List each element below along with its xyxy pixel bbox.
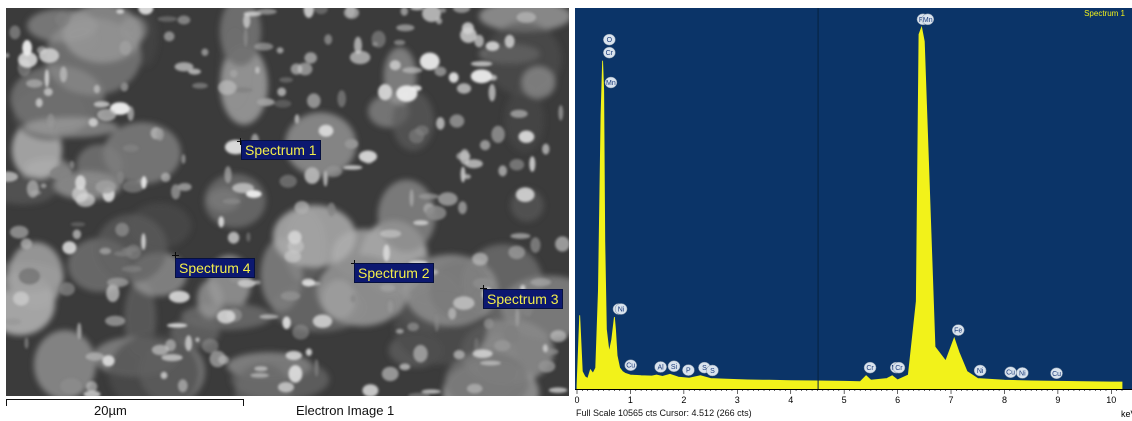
scale-bar-label: 20µm	[94, 403, 127, 418]
spectrum-2-label[interactable]: Spectrum 2	[354, 263, 434, 283]
svg-text:Ni: Ni	[1019, 370, 1026, 377]
status-footer: Full Scale 10565 cts Cursor: 4.512 (266 …	[576, 408, 752, 418]
svg-text:Cr: Cr	[866, 365, 874, 372]
spectrum-3-marker	[480, 285, 487, 292]
x-tick-label: 8	[1002, 395, 1007, 405]
svg-text:Mn: Mn	[606, 80, 616, 87]
svg-text:O: O	[607, 37, 613, 44]
electron-image[interactable]: Spectrum 1 Spectrum 2 Spectrum 3 Spectru…	[6, 8, 569, 396]
svg-text:Cu: Cu	[626, 363, 635, 370]
svg-text:Fe: Fe	[954, 328, 962, 335]
peak-label-cu: Cu	[1050, 367, 1063, 380]
svg-text:Si: Si	[671, 364, 678, 371]
svg-text:S: S	[710, 368, 715, 375]
svg-text:Cu: Cu	[1006, 370, 1015, 377]
svg-text:Mn: Mn	[923, 17, 933, 24]
peak-label-mn: Mn	[921, 13, 935, 26]
svg-text:Ni: Ni	[618, 307, 625, 314]
spectrum-series	[576, 25, 1123, 390]
svg-text:Cr: Cr	[606, 50, 614, 57]
spectrum-4-label[interactable]: Spectrum 4	[175, 258, 255, 278]
peak-label-fe: Fe	[951, 324, 965, 336]
spectrum-1-label[interactable]: Spectrum 1	[241, 140, 321, 160]
x-tick-label: 10	[1106, 395, 1116, 405]
peak-label-ni: Ni	[973, 364, 987, 377]
spectrum-name: Spectrum 1	[1084, 9, 1125, 18]
peak-label-ni: Ni	[1016, 367, 1029, 379]
peak-label-si: Si	[667, 360, 681, 373]
peak-label-ni: Ni	[614, 303, 628, 315]
scale-bar	[6, 399, 244, 406]
peak-label-s: S	[706, 364, 719, 377]
spectrum-1-marker	[237, 138, 244, 145]
peak-label-cu: Cu	[624, 359, 637, 371]
svg-text:Al: Al	[657, 364, 664, 371]
x-tick-label: 3	[735, 395, 740, 405]
peak-label-al: Al	[654, 361, 667, 373]
x-tick-label: 2	[681, 395, 686, 405]
spectrum-3-label[interactable]: Spectrum 3	[483, 289, 563, 309]
peak-label-cr: Cr	[603, 46, 616, 59]
peak-label-cu: Cu	[1004, 366, 1017, 378]
image-title: Electron Image 1	[296, 403, 395, 418]
svg-text:S: S	[702, 365, 707, 372]
peak-label-cr: Cr	[892, 361, 906, 374]
x-tick-label: 1	[628, 395, 633, 405]
svg-text:P: P	[686, 368, 691, 375]
svg-text:Cr: Cr	[895, 365, 903, 372]
plot-background	[575, 8, 1132, 389]
x-tick-label: 7	[949, 395, 954, 405]
peak-label-p: P	[682, 364, 695, 376]
peak-label-mn: Mn	[604, 76, 618, 89]
spectrum-4-marker	[172, 252, 179, 259]
x-tick-label: 5	[842, 395, 847, 405]
peak-label-o: O	[603, 33, 616, 46]
peak-label-cr: Cr	[863, 361, 877, 374]
x-tick-label: 9	[1055, 395, 1060, 405]
svg-text:Cu: Cu	[1052, 371, 1061, 378]
svg-text:Ni: Ni	[977, 368, 984, 375]
x-tick-label: 0	[575, 395, 580, 405]
sem-texture	[6, 8, 569, 396]
x-tick-label: 6	[895, 395, 900, 405]
x-axis-unit: keV	[1121, 409, 1132, 419]
x-tick-label: 4	[788, 395, 793, 405]
